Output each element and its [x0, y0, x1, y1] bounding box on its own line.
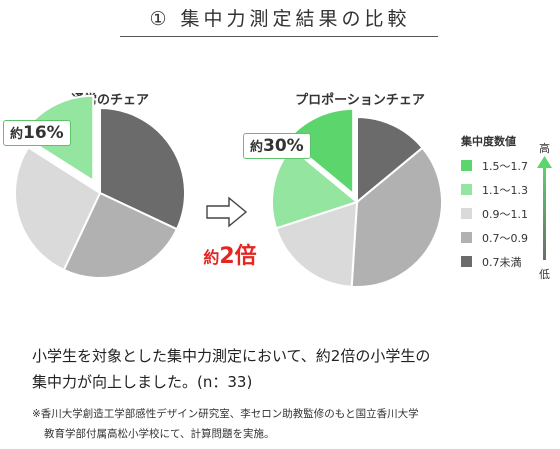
callout-proportion-chair: 約30%: [243, 133, 311, 159]
legend-swatch: [461, 256, 472, 267]
legend-swatch: [461, 184, 472, 195]
legend-swatch: [461, 232, 472, 243]
legend-item: 1.1〜1.3: [461, 182, 528, 197]
legend-item: 0.9〜1.1: [461, 206, 528, 221]
legend-label: 1.5〜1.7: [482, 160, 528, 173]
callout-prefix: 約: [10, 127, 24, 142]
summary-line: 集中力が向上しました。(n：33): [32, 373, 253, 391]
legend-label: 0.9〜1.1: [482, 208, 528, 221]
legend-swatch: [461, 208, 472, 219]
scale-high-label: 高: [539, 142, 550, 155]
legend-title: 集中度数値: [461, 135, 516, 148]
legend-item: 0.7未満: [461, 254, 522, 269]
scale-arrow-icon: [537, 156, 552, 260]
callout-value: 16%: [23, 123, 64, 143]
summary-text: 小学生を対象とした集中力測定において、約2倍の小学生の 集中力が向上しました。(…: [32, 343, 532, 395]
ratio-value: 2倍: [219, 244, 257, 269]
pie-slice-1-2: [274, 200, 359, 288]
pie-slice-0-0: [99, 106, 186, 231]
comparison-ratio: 約2倍: [185, 238, 275, 270]
legend-item: 0.7〜0.9: [461, 230, 528, 245]
page-title: ① 集中力測定結果の比較: [149, 8, 411, 30]
pie-slice-0-1: [62, 191, 179, 279]
footnote: ※香川大学創造工学部感性デザイン研究室、李セロン助教監修のもと国立香川大学 教育…: [32, 404, 552, 444]
legend-label: 1.1〜1.3: [482, 184, 528, 197]
callout-prefix: 約: [250, 140, 264, 155]
callout-regular-chair: 約16%: [3, 120, 71, 146]
callout-value: 30%: [263, 136, 304, 156]
pie-slice-1-0: [356, 115, 424, 205]
legend-label: 0.7未満: [482, 256, 522, 269]
summary-line: 小学生を対象とした集中力測定において、約2倍の小学生の: [32, 347, 431, 365]
pie-slice-1-1: [350, 146, 443, 288]
footnote-line: 教育学部付属高松小学校にて、計算問題を実施。: [44, 428, 275, 440]
legend-item: 1.5〜1.7: [461, 158, 528, 173]
right-arrow-icon: [206, 196, 248, 228]
title-underline: [120, 36, 438, 37]
ratio-prefix: 約: [203, 248, 220, 267]
scale-low-label: 低: [539, 268, 550, 281]
legend-label: 0.7〜0.9: [482, 232, 528, 245]
chart-title-proportion-chair: プロポーションチェア: [295, 93, 425, 108]
pie-slice-0-2: [14, 146, 102, 272]
pie-chart-proportion-chair: [271, 107, 443, 288]
footnote-line: ※香川大学創造工学部感性デザイン研究室、李セロン助教監修のもと国立香川大学: [32, 408, 419, 420]
legend-swatch: [461, 160, 472, 171]
